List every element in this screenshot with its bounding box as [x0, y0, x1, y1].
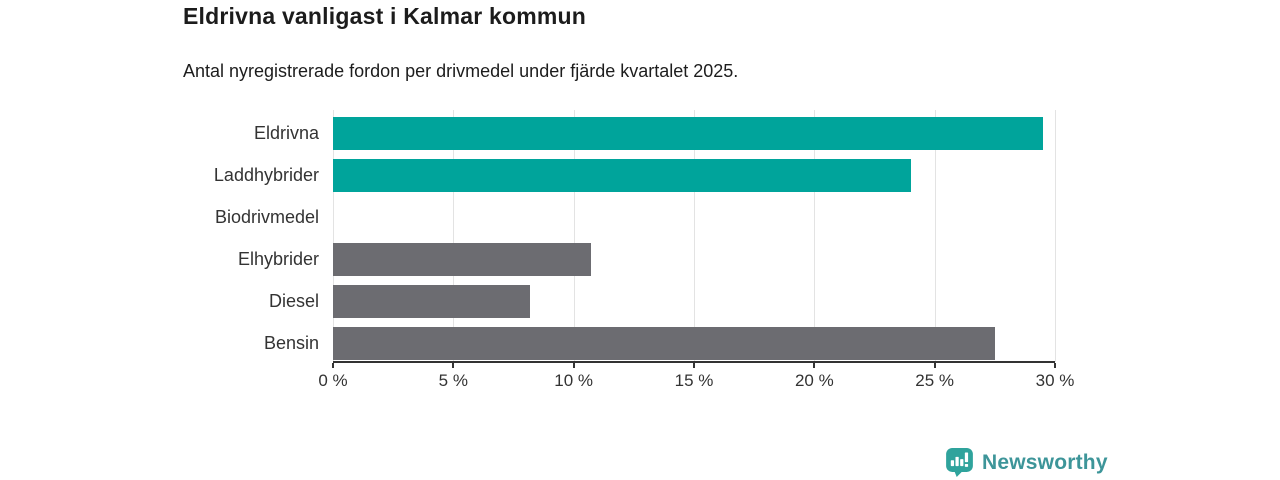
- category-label-biodrivmedel: Biodrivmedel: [214, 207, 319, 227]
- gridline: [1055, 110, 1056, 362]
- bar-laddhybrider: [333, 158, 911, 192]
- category-label-eldrivna: Eldrivna: [253, 123, 319, 143]
- bar-bensin: [333, 326, 995, 360]
- gridline: [573, 110, 575, 362]
- newsworthy-wordmark: Newsworthy: [982, 450, 1108, 474]
- category-label-diesel: Diesel: [268, 291, 319, 311]
- x-axis-tick-label: 25 %: [915, 371, 955, 390]
- gridline: [333, 110, 334, 362]
- x-axis-tick: [572, 363, 575, 368]
- x-axis-tick-label: 5 %: [438, 371, 468, 390]
- bar-eldrivna: [333, 116, 1043, 150]
- chart-subtitle: Antal nyregistrerade fordon per drivmede…: [183, 61, 739, 81]
- bar-diesel: [333, 284, 531, 318]
- chart-title: Eldrivna vanligast i Kalmar kommun: [183, 3, 587, 29]
- bar-elhybrider: [333, 242, 591, 276]
- newsworthy-logo[interactable]: Newsworthy: [946, 448, 1108, 477]
- category-label-laddhybrider: Laddhybrider: [213, 165, 319, 185]
- x-axis-tick: [693, 363, 695, 368]
- x-axis-tick: [933, 363, 936, 368]
- category-label-elhybrider: Elhybrider: [237, 249, 319, 269]
- x-axis-tick-label: 0 %: [318, 371, 348, 390]
- newsworthy-logo-icon: [946, 448, 973, 477]
- x-axis: 0 % 5 % 10 % 15 % 20 % 25 % 30 %: [318, 361, 1074, 390]
- gridline: [694, 110, 695, 362]
- bar-plot-area: [333, 110, 1056, 362]
- x-axis-tick: [813, 363, 816, 368]
- x-axis-tick-label: 10 %: [554, 371, 594, 390]
- x-axis-tick-label: 30 %: [1035, 371, 1075, 390]
- gridline: [814, 110, 816, 362]
- x-axis-tick: [332, 363, 334, 368]
- x-axis-tick-label: 15 %: [674, 371, 714, 390]
- x-axis-tick-label: 20 %: [794, 371, 834, 390]
- y-axis-labels: Eldrivna Laddhybrider Biodrivmedel Elhybrid…: [0, 112, 319, 364]
- x-axis-tick: [1054, 363, 1056, 368]
- category-label-bensin: Bensin: [263, 333, 319, 353]
- gridline: [453, 110, 455, 362]
- x-axis-tick: [452, 363, 455, 368]
- gridline: [934, 110, 936, 362]
